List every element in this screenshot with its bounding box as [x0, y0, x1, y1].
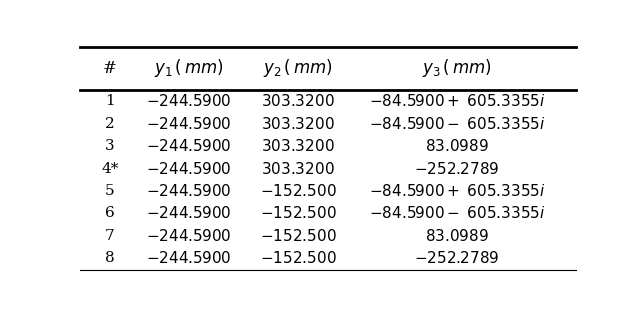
Text: $303.3200$: $303.3200$ [261, 93, 335, 109]
Text: $-152.500$: $-152.500$ [260, 183, 337, 199]
Text: $-244.5900$: $-244.5900$ [147, 138, 232, 154]
Text: $y_1\,\left(\,mm\right)$: $y_1\,\left(\,mm\right)$ [154, 58, 224, 79]
Text: 4*: 4* [101, 162, 118, 176]
Text: $-244.5900$: $-244.5900$ [147, 228, 232, 244]
Text: $-244.5900$: $-244.5900$ [147, 206, 232, 221]
Text: $-244.5900$: $-244.5900$ [147, 116, 232, 132]
Text: $-152.500$: $-152.500$ [260, 250, 337, 267]
Text: $-244.5900$: $-244.5900$ [147, 250, 232, 267]
Text: $-252.2789$: $-252.2789$ [414, 160, 500, 177]
Text: $-152.500$: $-152.500$ [260, 206, 337, 221]
Text: $83.0989$: $83.0989$ [425, 228, 489, 244]
Text: #: # [103, 60, 116, 77]
Text: $-84.5900+\;605.3355i$: $-84.5900+\;605.3355i$ [369, 183, 545, 199]
Text: $-84.5900-\;605.3355i$: $-84.5900-\;605.3355i$ [369, 206, 545, 221]
Text: $y_2\,\left(\,mm\right)$: $y_2\,\left(\,mm\right)$ [264, 58, 333, 79]
Text: 7: 7 [105, 229, 115, 243]
Text: $-244.5900$: $-244.5900$ [147, 183, 232, 199]
Text: 1: 1 [105, 94, 115, 108]
Text: 3: 3 [105, 139, 115, 153]
Text: $303.3200$: $303.3200$ [261, 116, 335, 132]
Text: $-152.500$: $-152.500$ [260, 228, 337, 244]
Text: $-84.5900-\;605.3355i$: $-84.5900-\;605.3355i$ [369, 116, 545, 132]
Text: 8: 8 [105, 251, 115, 265]
Text: $-252.2789$: $-252.2789$ [414, 250, 500, 267]
Text: 5: 5 [105, 184, 115, 198]
Text: 6: 6 [105, 207, 115, 220]
Text: $y_3\,\left(\,mm\right)$: $y_3\,\left(\,mm\right)$ [422, 58, 492, 79]
Text: $-244.5900$: $-244.5900$ [147, 160, 232, 177]
Text: $303.3200$: $303.3200$ [261, 160, 335, 177]
Text: $-244.5900$: $-244.5900$ [147, 93, 232, 109]
Text: $83.0989$: $83.0989$ [425, 138, 489, 154]
Text: $-84.5900+\;605.3355i$: $-84.5900+\;605.3355i$ [369, 93, 545, 109]
Text: 2: 2 [105, 117, 115, 131]
Text: $303.3200$: $303.3200$ [261, 138, 335, 154]
